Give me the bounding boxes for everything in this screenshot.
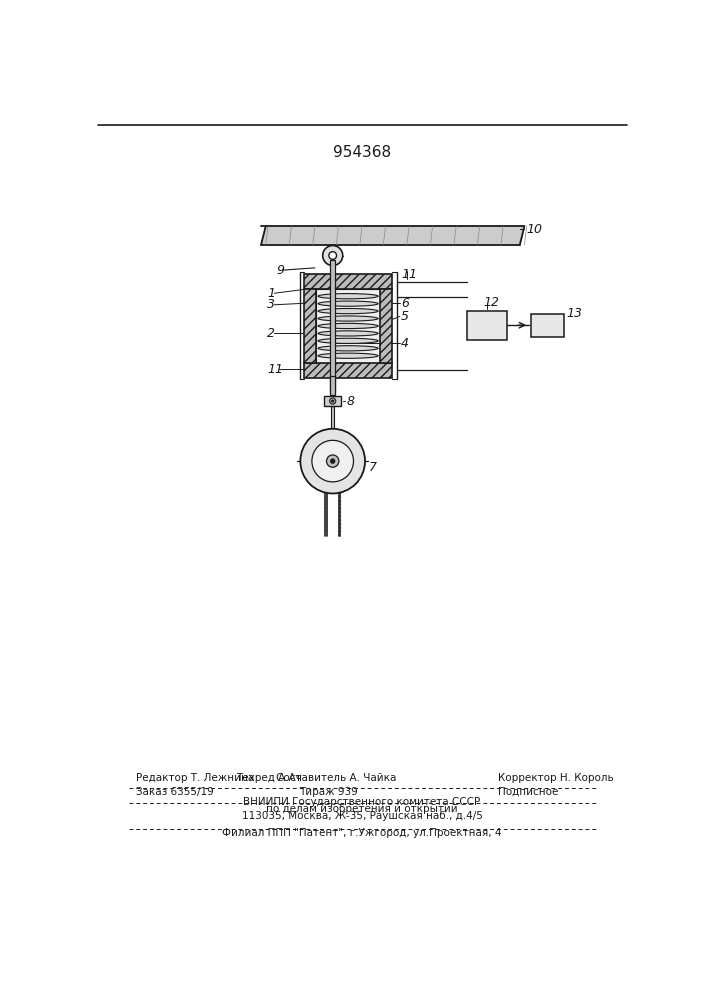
- Bar: [467, 311, 508, 340]
- Bar: [331, 406, 334, 429]
- Text: 5: 5: [402, 310, 409, 323]
- Ellipse shape: [318, 316, 378, 321]
- Bar: [304, 274, 392, 289]
- Circle shape: [300, 429, 365, 493]
- Text: Техред А.Ач: Техред А.Ач: [236, 773, 303, 783]
- Text: 10: 10: [527, 223, 543, 236]
- Ellipse shape: [318, 331, 378, 336]
- Text: 6: 6: [402, 297, 409, 310]
- Circle shape: [329, 252, 337, 259]
- Ellipse shape: [318, 301, 378, 306]
- Text: Редактор Т. Лежнина: Редактор Т. Лежнина: [136, 773, 255, 783]
- Ellipse shape: [318, 323, 378, 329]
- Ellipse shape: [318, 308, 378, 314]
- Circle shape: [330, 459, 335, 463]
- Bar: [304, 363, 392, 378]
- Text: Подписное: Подписное: [498, 787, 559, 797]
- Text: 11: 11: [267, 363, 284, 376]
- Text: по делам изобретения и открытий: по делам изобретения и открытий: [266, 804, 457, 814]
- Text: 3: 3: [267, 298, 275, 311]
- Ellipse shape: [318, 346, 378, 351]
- Bar: [325, 396, 341, 406]
- Text: Составитель А. Чайка: Составитель А. Чайка: [276, 773, 397, 783]
- Ellipse shape: [318, 353, 378, 358]
- Text: Корректор Н. Король: Корректор Н. Король: [498, 773, 614, 783]
- Circle shape: [322, 246, 343, 266]
- Polygon shape: [261, 226, 525, 245]
- Text: 11: 11: [402, 267, 417, 280]
- Bar: [380, 289, 392, 363]
- Text: 4: 4: [402, 337, 409, 350]
- Text: Тираж 939: Тираж 939: [300, 787, 358, 797]
- Ellipse shape: [318, 294, 378, 299]
- Bar: [330, 376, 335, 395]
- Text: 9: 9: [276, 264, 284, 277]
- Ellipse shape: [318, 338, 378, 343]
- Bar: [530, 314, 564, 337]
- Bar: [330, 260, 335, 392]
- Text: 7: 7: [369, 461, 377, 474]
- Circle shape: [329, 398, 336, 404]
- Text: 954368: 954368: [333, 145, 391, 160]
- Text: 8: 8: [346, 395, 354, 408]
- Text: 113035, Москва, Ж-35, Раушская наб., д.4/5: 113035, Москва, Ж-35, Раушская наб., д.4…: [242, 811, 482, 821]
- Text: 13: 13: [566, 307, 582, 320]
- Text: ВНИИПИ Государственного комитета СССР: ВНИИПИ Государственного комитета СССР: [243, 797, 481, 807]
- Text: 12: 12: [484, 296, 500, 309]
- Text: Филиал ППП "Патент", г.Ужгород, ул.Проектная, 4: Филиал ППП "Патент", г.Ужгород, ул.Проек…: [222, 828, 502, 838]
- Text: Заказ 6355/19: Заказ 6355/19: [136, 787, 214, 797]
- Circle shape: [312, 440, 354, 482]
- Circle shape: [327, 455, 339, 467]
- Text: 2: 2: [267, 327, 275, 340]
- Text: 1: 1: [267, 287, 275, 300]
- Bar: [304, 289, 316, 363]
- Bar: [316, 289, 380, 363]
- Circle shape: [332, 400, 334, 402]
